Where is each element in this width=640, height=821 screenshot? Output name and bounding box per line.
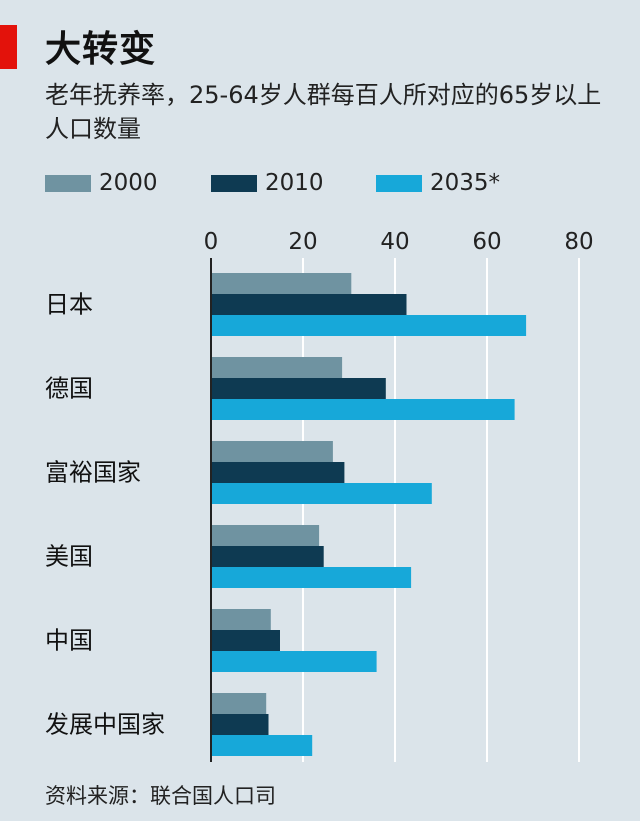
category-label-4: 中国 [45,627,93,655]
bar-2035-0 [212,315,527,336]
x-tick-label-80: 80 [564,229,593,255]
bar-2010-0 [212,294,407,315]
x-tick-label-0: 0 [204,229,219,255]
legend-label-2035: 2035* [430,170,501,196]
bar-2010-5 [212,714,269,735]
legend-label-2000: 2000 [99,170,158,196]
x-tick-label-40: 40 [380,229,409,255]
bar-2000-2 [212,441,333,462]
bar-2000-5 [212,693,267,714]
bar-2000-3 [212,525,320,546]
bar-2000-0 [212,273,352,294]
bar-2035-4 [212,651,377,672]
bar-2010-3 [212,546,324,567]
bar-2035-2 [212,483,432,504]
category-label-2: 富裕国家 [45,459,141,487]
category-label-3: 美国 [45,543,93,571]
x-tick-label-20: 20 [288,229,317,255]
source-note: 资料来源：联合国人口司 [45,784,276,808]
bar-2000-4 [212,609,271,630]
chart-title: 大转变 [45,29,157,70]
bar-2035-5 [212,735,313,756]
chart-subtitle: 老年抚养率，25-64岁人群每百人所对应的65岁以上人口数量 [45,81,602,143]
brand-accent-bar [0,25,17,69]
bar-2010-2 [212,462,345,483]
bar-2010-1 [212,378,386,399]
category-label-0: 日本 [45,291,93,319]
bar-2010-4 [212,630,280,651]
legend-swatch-2035 [376,175,422,192]
legend-label-2010: 2010 [265,170,324,196]
bar-2000-1 [212,357,343,378]
x-tick-label-60: 60 [472,229,501,255]
bar-2035-1 [212,399,515,420]
legend-swatch-2000 [45,175,91,192]
bar-2035-3 [212,567,412,588]
category-label-5: 发展中国家 [45,711,165,739]
category-label-1: 德国 [45,375,93,403]
legend-swatch-2010 [211,175,257,192]
